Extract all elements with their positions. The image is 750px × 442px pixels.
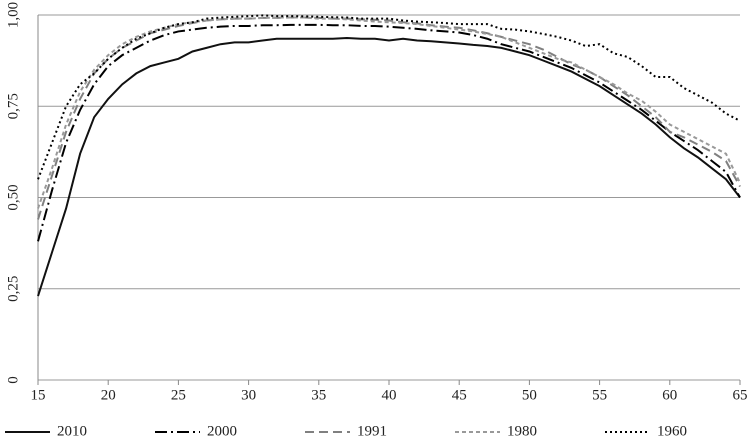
x-tick-label: 15 bbox=[31, 387, 46, 403]
legend-label: 1960 bbox=[657, 423, 687, 439]
series-line bbox=[37, 36, 741, 297]
x-tick-label: 40 bbox=[382, 387, 397, 403]
legend-label: 1980 bbox=[507, 423, 537, 439]
x-tick-label: 45 bbox=[452, 387, 467, 403]
y-tick-label: 1,00 bbox=[5, 2, 21, 28]
series-line bbox=[37, 16, 741, 220]
legend-label: 2000 bbox=[207, 423, 237, 439]
legend-label: 2010 bbox=[57, 423, 87, 439]
y-tick-label: 0,50 bbox=[5, 184, 21, 210]
x-tick-label: 55 bbox=[592, 387, 607, 403]
series-line bbox=[37, 14, 741, 180]
x-tick-label: 50 bbox=[522, 387, 537, 403]
x-tick-label: 20 bbox=[101, 387, 116, 403]
series-line bbox=[37, 23, 741, 242]
y-tick-label: 0,25 bbox=[5, 276, 21, 302]
y-tick-label: 0 bbox=[5, 376, 21, 384]
x-tick-label: 30 bbox=[241, 387, 256, 403]
x-tick-label: 60 bbox=[662, 387, 677, 403]
x-tick-label: 25 bbox=[171, 387, 186, 403]
x-tick-label: 35 bbox=[311, 387, 326, 403]
legend-label: 1991 bbox=[357, 423, 387, 439]
x-tick-label: 65 bbox=[733, 387, 748, 403]
y-tick-label: 0,75 bbox=[5, 93, 21, 119]
series-line bbox=[37, 16, 741, 209]
